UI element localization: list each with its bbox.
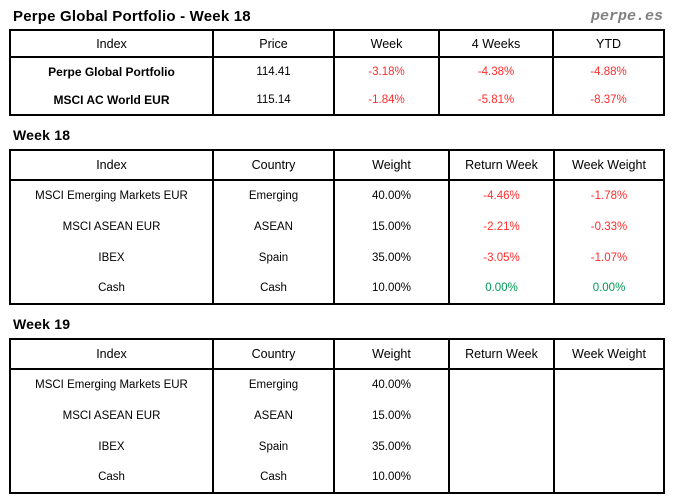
cell-weight: 35.00% bbox=[333, 242, 450, 273]
column-header-return-week: Return Week bbox=[448, 150, 555, 181]
week19-heading: Week 19 bbox=[13, 316, 71, 332]
cell-week-weight: -1.07% bbox=[553, 242, 665, 273]
table-row: MSCI Emerging Markets EUR Emerging 40.00… bbox=[9, 369, 665, 400]
week18-header-row: Index Country Weight Return Week Week We… bbox=[9, 150, 665, 181]
cell-return-week: -3.05% bbox=[448, 242, 555, 273]
column-header-country: Country bbox=[212, 339, 335, 370]
column-header-country: Country bbox=[212, 150, 335, 181]
table-row: Cash Cash 10.00% 0.00% 0.00% bbox=[9, 273, 665, 304]
cell-4weeks-return: -5.81% bbox=[438, 86, 554, 115]
cell-index: Cash bbox=[9, 462, 214, 493]
portfolio-summary-table: Index Price Week 4 Weeks YTD Perpe Globa… bbox=[9, 29, 665, 116]
cell-weight: 15.00% bbox=[333, 211, 450, 242]
cell-index: Perpe Global Portfolio bbox=[9, 57, 214, 86]
cell-4weeks-return: -4.38% bbox=[438, 57, 554, 86]
cell-index: MSCI Emerging Markets EUR bbox=[9, 369, 214, 400]
cell-weight: 10.00% bbox=[333, 462, 450, 493]
cell-index: MSCI ASEAN EUR bbox=[9, 400, 214, 431]
cell-price: 114.41 bbox=[212, 57, 335, 86]
column-header-index: Index bbox=[9, 339, 214, 370]
page-title: Perpe Global Portfolio - Week 18 bbox=[13, 7, 251, 25]
cell-index: IBEX bbox=[9, 431, 214, 462]
cell-return-week bbox=[448, 462, 555, 493]
cell-price: 115.14 bbox=[212, 86, 335, 115]
table-row: IBEX Spain 35.00% bbox=[9, 431, 665, 462]
column-header-return-week: Return Week bbox=[448, 339, 555, 370]
table-row: MSCI ASEAN EUR ASEAN 15.00% bbox=[9, 400, 665, 431]
summary-header-row: Index Price Week 4 Weeks YTD bbox=[9, 30, 665, 58]
cell-ytd-return: -4.88% bbox=[552, 57, 665, 86]
table-row: Cash Cash 10.00% bbox=[9, 462, 665, 493]
cell-week-weight bbox=[553, 462, 665, 493]
column-header-week-weight: Week Weight bbox=[553, 150, 665, 181]
cell-week-weight bbox=[553, 369, 665, 400]
cell-index: MSCI Emerging Markets EUR bbox=[9, 180, 214, 211]
week19-allocation-table: Index Country Weight Return Week Week We… bbox=[9, 338, 665, 494]
cell-country: ASEAN bbox=[212, 211, 335, 242]
cell-weight: 15.00% bbox=[333, 400, 450, 431]
cell-week-weight: -1.78% bbox=[553, 180, 665, 211]
cell-week-return: -1.84% bbox=[333, 86, 440, 115]
cell-country: Cash bbox=[212, 273, 335, 304]
cell-weight: 40.00% bbox=[333, 180, 450, 211]
report-header: Perpe Global Portfolio - Week 18 perpe.e… bbox=[0, 0, 674, 29]
column-header-4weeks: 4 Weeks bbox=[438, 30, 554, 58]
cell-return-week bbox=[448, 369, 555, 400]
cell-index: Cash bbox=[9, 273, 214, 304]
cell-return-week: 0.00% bbox=[448, 273, 555, 304]
cell-country: Emerging bbox=[212, 369, 335, 400]
cell-weight: 40.00% bbox=[333, 369, 450, 400]
table-row: MSCI ASEAN EUR ASEAN 15.00% -2.21% -0.33… bbox=[9, 211, 665, 242]
cell-return-week: -4.46% bbox=[448, 180, 555, 211]
week18-heading: Week 18 bbox=[13, 127, 71, 143]
table-row: MSCI AC World EUR 115.14 -1.84% -5.81% -… bbox=[9, 86, 665, 115]
brand-watermark: perpe.es bbox=[590, 7, 663, 25]
table-row: IBEX Spain 35.00% -3.05% -1.07% bbox=[9, 242, 665, 273]
cell-week-weight: 0.00% bbox=[553, 273, 665, 304]
cell-country: Spain bbox=[212, 431, 335, 462]
cell-return-week: -2.21% bbox=[448, 211, 555, 242]
cell-weight: 35.00% bbox=[333, 431, 450, 462]
cell-country: Cash bbox=[212, 462, 335, 493]
cell-return-week bbox=[448, 431, 555, 462]
cell-week-weight bbox=[553, 400, 665, 431]
cell-week-weight: -0.33% bbox=[553, 211, 665, 242]
cell-week-weight bbox=[553, 431, 665, 462]
column-header-index: Index bbox=[9, 30, 214, 58]
column-header-week-weight: Week Weight bbox=[553, 339, 665, 370]
cell-index: MSCI ASEAN EUR bbox=[9, 211, 214, 242]
table-row: Perpe Global Portfolio 114.41 -3.18% -4.… bbox=[9, 57, 665, 86]
cell-ytd-return: -8.37% bbox=[552, 86, 665, 115]
week18-allocation-table: Index Country Weight Return Week Week We… bbox=[9, 149, 665, 305]
cell-country: Spain bbox=[212, 242, 335, 273]
table-row: MSCI Emerging Markets EUR Emerging 40.00… bbox=[9, 180, 665, 211]
column-header-weight: Weight bbox=[333, 339, 450, 370]
cell-country: Emerging bbox=[212, 180, 335, 211]
column-header-ytd: YTD bbox=[552, 30, 665, 58]
cell-weight: 10.00% bbox=[333, 273, 450, 304]
week19-header-row: Index Country Weight Return Week Week We… bbox=[9, 339, 665, 370]
column-header-weight: Weight bbox=[333, 150, 450, 181]
column-header-week: Week bbox=[333, 30, 440, 58]
cell-week-return: -3.18% bbox=[333, 57, 440, 86]
column-header-price: Price bbox=[212, 30, 335, 58]
cell-index: MSCI AC World EUR bbox=[9, 86, 214, 115]
cell-return-week bbox=[448, 400, 555, 431]
cell-country: ASEAN bbox=[212, 400, 335, 431]
column-header-index: Index bbox=[9, 150, 214, 181]
cell-index: IBEX bbox=[9, 242, 214, 273]
